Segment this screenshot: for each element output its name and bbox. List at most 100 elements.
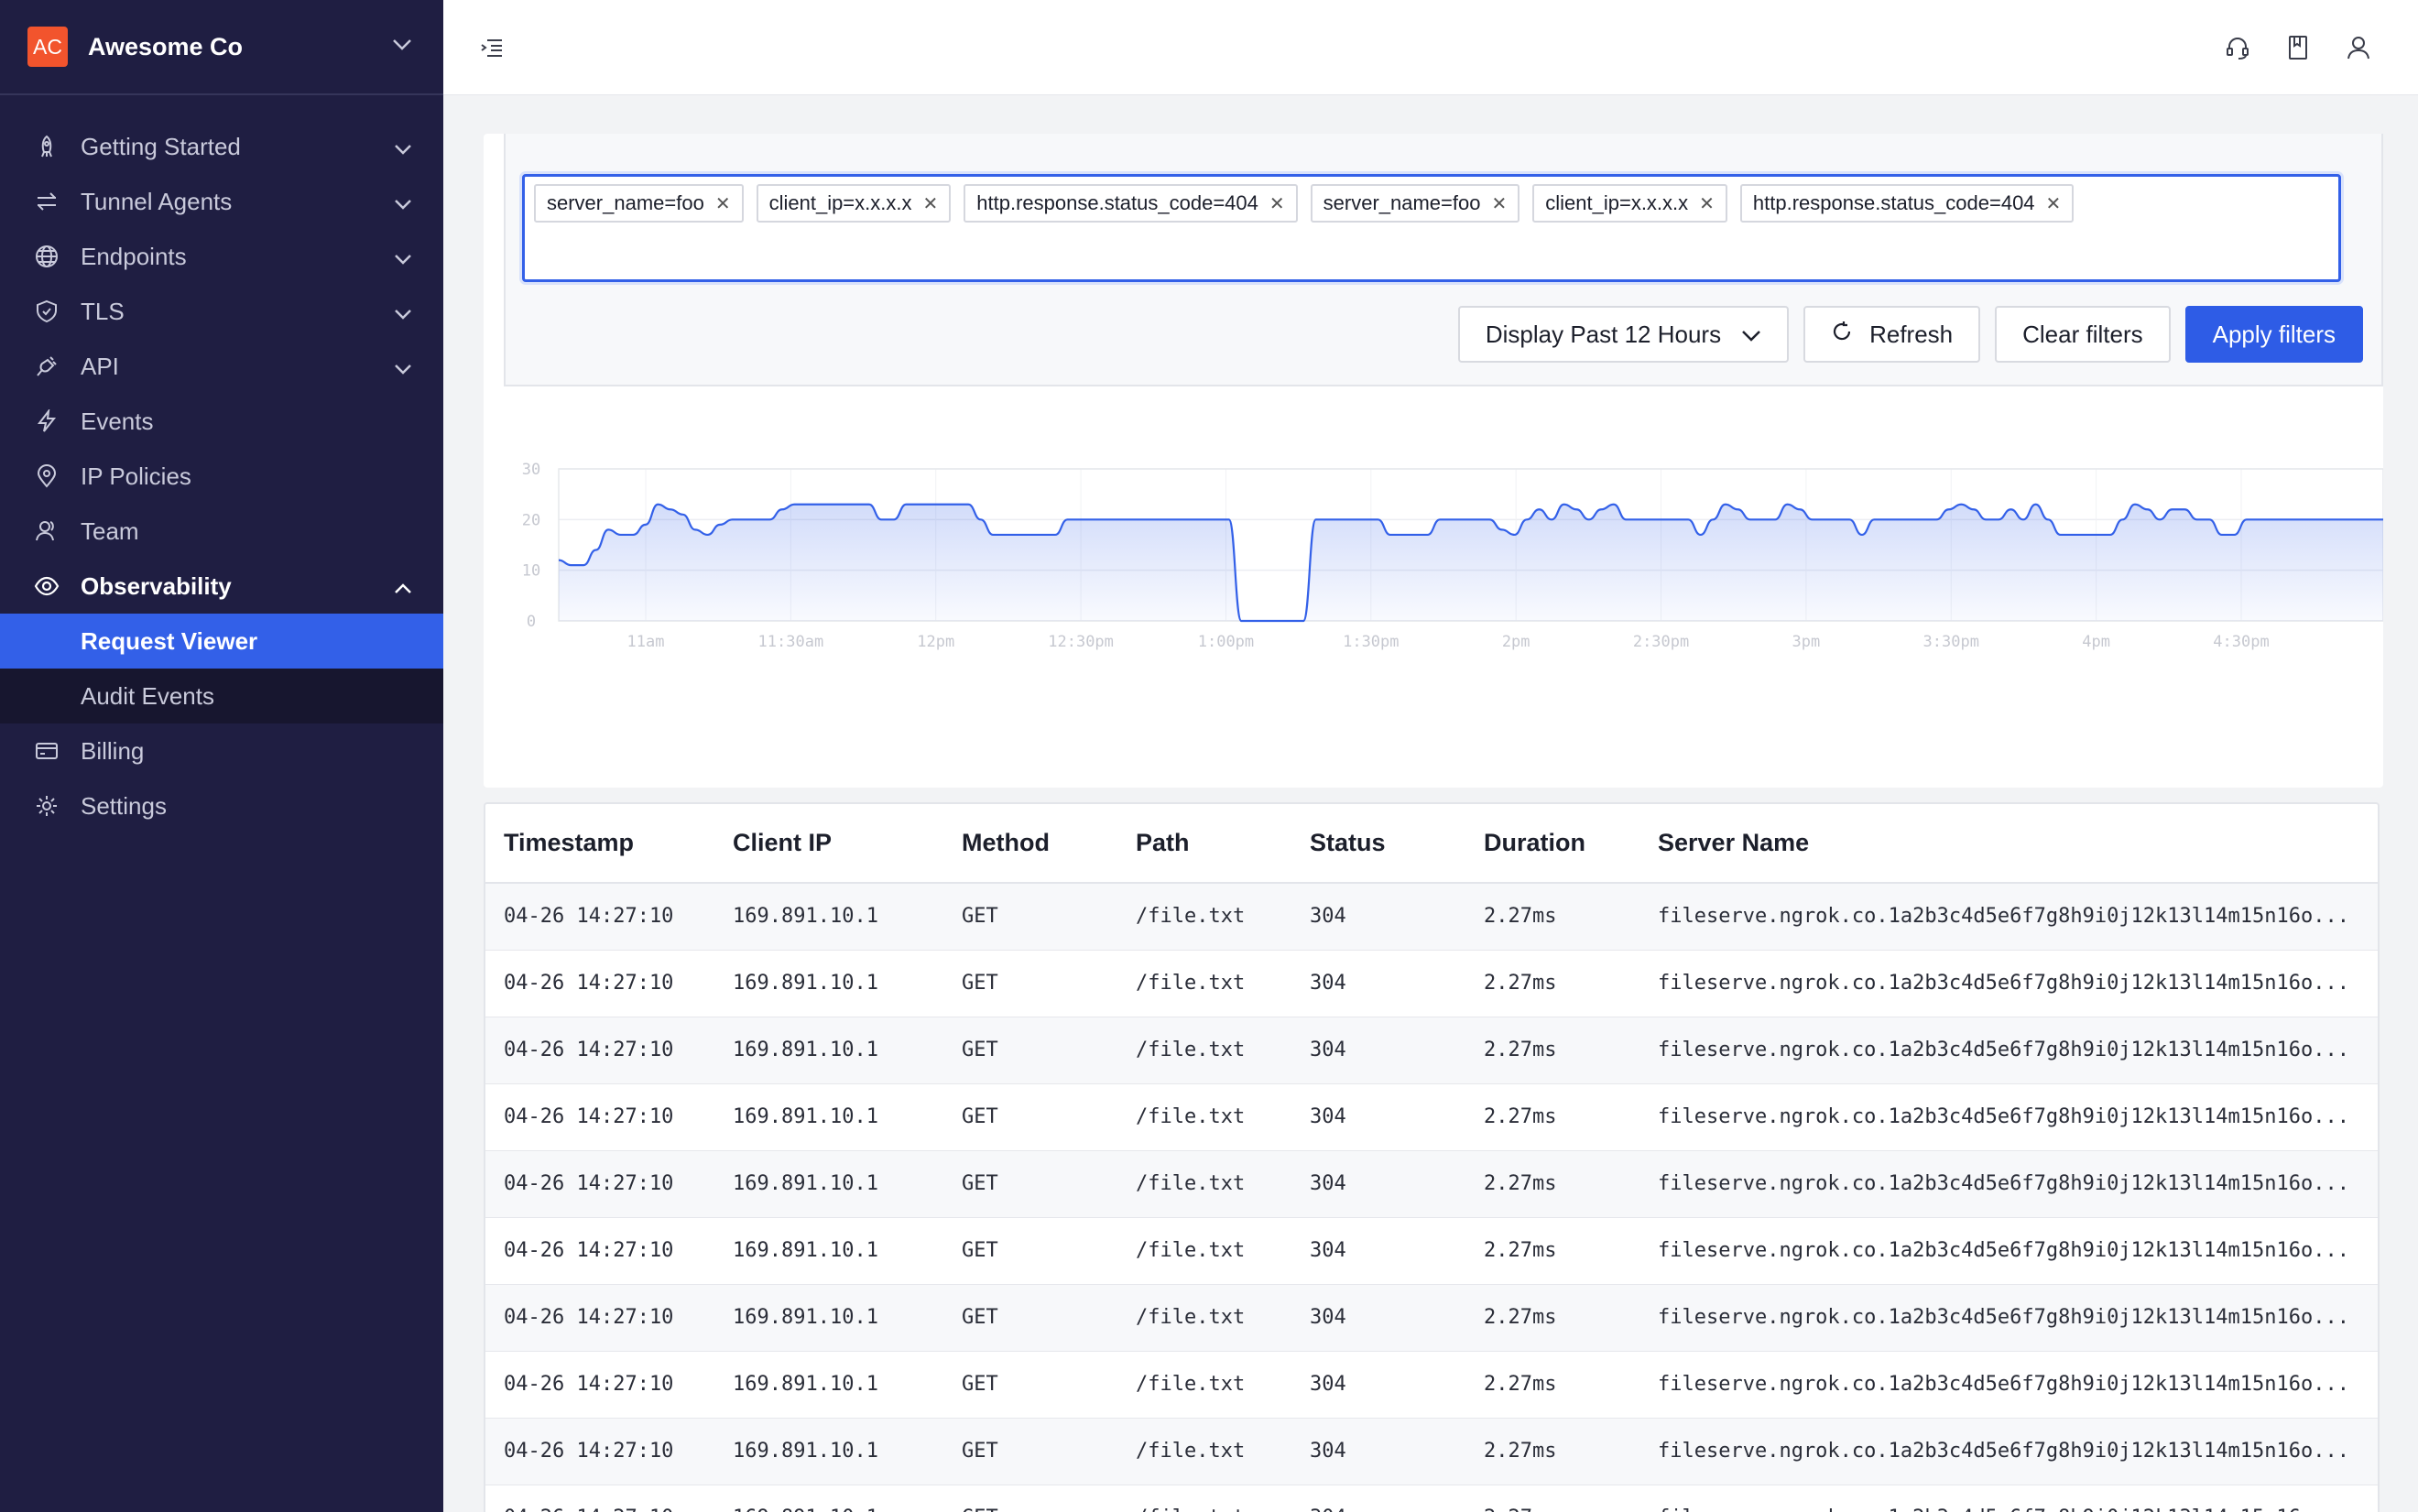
cell-method: GET <box>943 1351 1117 1419</box>
location-icon <box>33 462 60 490</box>
column-header-duration[interactable]: Duration <box>1465 804 1639 884</box>
filter-tag[interactable]: client_ip=x.x.x.x ✕ <box>756 184 952 223</box>
time-range-dropdown[interactable]: Display Past 12 Hours <box>1457 306 1790 363</box>
close-icon[interactable]: ✕ <box>922 193 939 214</box>
cell-status: 304 <box>1291 1351 1465 1419</box>
sidebar-item-getting-started[interactable]: Getting Started <box>0 119 443 174</box>
sidebar-item-label: TLS <box>81 297 125 325</box>
table-row[interactable]: 04-26 14:27:10169.891.10.1GET/file.txt30… <box>485 1485 2378 1512</box>
sidebar-item-label: Billing <box>81 736 145 765</box>
close-icon[interactable]: ✕ <box>1699 193 1715 214</box>
column-header-server-name[interactable]: Server Name <box>1639 804 2378 884</box>
cell-timestamp: 04-26 14:27:10 <box>485 1150 714 1218</box>
chart-x-tick-label: 11am <box>627 633 665 651</box>
cell-timestamp: 04-26 14:27:10 <box>485 1284 714 1352</box>
cell-duration: 2.27ms <box>1465 1418 1639 1485</box>
cell-client-ip: 169.891.10.1 <box>714 1351 943 1419</box>
users-icon <box>33 517 60 545</box>
sidebar-item-label: Tunnel Agents <box>81 187 233 215</box>
cell-server-name: fileserve.ngrok.co.1a2b3c4d5e6f7g8h9i0j1… <box>1639 883 2378 951</box>
clear-filters-button[interactable]: Clear filters <box>1995 306 2171 363</box>
column-header-method[interactable]: Method <box>943 804 1117 884</box>
close-icon[interactable]: ✕ <box>2045 193 2062 214</box>
shield-icon <box>33 298 60 325</box>
apply-filters-button[interactable]: Apply filters <box>2184 306 2363 363</box>
sidebar-item-endpoints[interactable]: Endpoints <box>0 229 443 284</box>
sidebar-item-tunnel-agents[interactable]: Tunnel Agents <box>0 174 443 229</box>
collapse-sidebar-icon[interactable] <box>480 25 517 71</box>
user-icon[interactable] <box>2328 25 2389 71</box>
sidebar-item-observability[interactable]: Observability <box>0 559 443 614</box>
chart-x-tick-label: 3:30pm <box>1923 633 1979 651</box>
chevron-down-icon <box>394 188 412 216</box>
close-icon[interactable]: ✕ <box>1491 193 1508 214</box>
sidebar-subitem-request-viewer[interactable]: Request Viewer <box>0 614 443 669</box>
refresh-button[interactable]: Refresh <box>1803 306 1981 363</box>
chart-x-tick-label: 2pm <box>1502 633 1530 651</box>
filter-tag-input[interactable]: server_name=foo ✕ client_ip=x.x.x.x ✕ http… <box>522 174 2341 282</box>
sidebar-item-label: Team <box>81 517 139 545</box>
filter-tag[interactable]: client_ip=x.x.x.x ✕ <box>1532 184 1727 223</box>
eye-icon <box>33 572 60 600</box>
chart-x-tick-label: 4pm <box>2082 633 2110 651</box>
cell-client-ip: 169.891.10.1 <box>714 1418 943 1485</box>
sidebar: AC Awesome Co Getting Started Tunnel Age… <box>0 0 443 1512</box>
cell-path: /file.txt <box>1117 1351 1291 1419</box>
sidebar-subitem-audit-events[interactable]: Audit Events <box>0 669 443 723</box>
close-icon[interactable]: ✕ <box>714 193 731 214</box>
sidebar-item-tls[interactable]: TLS <box>0 284 443 339</box>
sidebar-item-label: Getting Started <box>81 132 241 160</box>
filter-tag[interactable]: http.response.status_code=404 ✕ <box>1739 184 2075 223</box>
column-header-path[interactable]: Path <box>1117 804 1291 884</box>
cell-client-ip: 169.891.10.1 <box>714 1284 943 1352</box>
headset-icon[interactable] <box>2207 25 2268 71</box>
cell-method: GET <box>943 1418 1117 1485</box>
chevron-down-icon <box>394 298 412 326</box>
book-icon[interactable] <box>2268 25 2328 71</box>
filter-tag-label: http.response.status_code=404 <box>1752 191 2035 214</box>
cell-status: 304 <box>1291 1284 1465 1352</box>
sidebar-item-billing[interactable]: Billing <box>0 723 443 778</box>
chart-x-tick-label: 2:30pm <box>1633 633 1689 651</box>
column-header-timestamp[interactable]: Timestamp <box>485 804 714 884</box>
column-header-status[interactable]: Status <box>1291 804 1465 884</box>
chart-y-tick-label: 30 <box>522 461 540 479</box>
sidebar-item-events[interactable]: Events <box>0 394 443 449</box>
cell-timestamp: 04-26 14:27:10 <box>485 1017 714 1084</box>
filter-actions: Display Past 12 Hours Refresh Clear filt… <box>1457 306 2363 363</box>
sidebar-item-ip-policies[interactable]: IP Policies <box>0 449 443 504</box>
arrows-icon <box>33 188 60 215</box>
sidebar-item-label: Events <box>81 407 154 435</box>
sidebar-item-team[interactable]: Team <box>0 504 443 559</box>
cell-server-name: fileserve.ngrok.co.1a2b3c4d5e6f7g8h9i0j1… <box>1639 1351 2378 1419</box>
cell-client-ip: 169.891.10.1 <box>714 1083 943 1151</box>
chevron-down-icon <box>394 133 412 161</box>
bolt-icon <box>33 408 60 435</box>
sidebar-nav: Getting Started Tunnel Agents Endpoints … <box>0 95 443 833</box>
time-range-label: Display Past 12 Hours <box>1485 320 1722 348</box>
cell-status: 304 <box>1291 1418 1465 1485</box>
cell-client-ip: 169.891.10.1 <box>714 950 943 1017</box>
column-header-client-ip[interactable]: Client IP <box>714 804 943 884</box>
sidebar-item-label: Observability <box>81 571 232 600</box>
filter-tag[interactable]: server_name=foo ✕ <box>534 184 744 223</box>
sidebar-item-api[interactable]: API <box>0 339 443 394</box>
sidebar-item-settings[interactable]: Settings <box>0 778 443 833</box>
filter-tag[interactable]: http.response.status_code=404 ✕ <box>964 184 1298 223</box>
cell-method: GET <box>943 1485 1117 1512</box>
org-switcher[interactable]: AC Awesome Co <box>0 0 443 95</box>
cell-method: GET <box>943 1083 1117 1151</box>
close-icon[interactable]: ✕ <box>1269 193 1285 214</box>
chevron-down-icon <box>1741 321 1761 349</box>
filter-tag[interactable]: server_name=foo ✕ <box>1310 184 1520 223</box>
cell-status: 304 <box>1291 950 1465 1017</box>
